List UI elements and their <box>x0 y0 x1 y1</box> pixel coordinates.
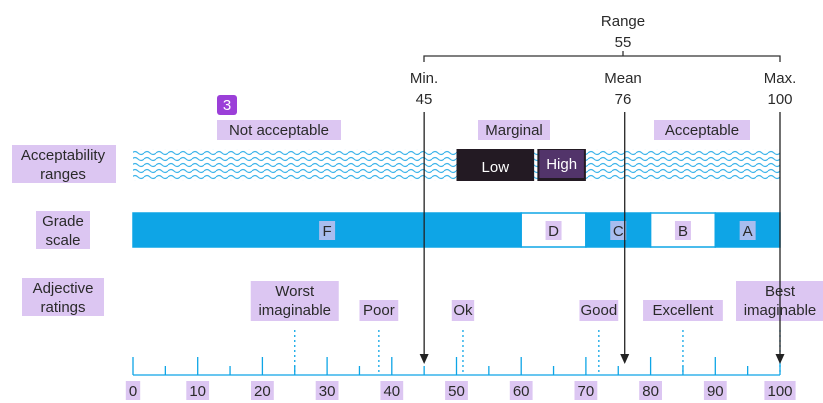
axis-tick-label: 30 <box>319 383 336 400</box>
high-highlight <box>539 150 584 178</box>
axis: 0 10 20 30 40 50 60 70 80 90 100 <box>125 357 796 400</box>
range-title: Range <box>601 13 645 30</box>
stat-labels: Min. 45 Mean 76 Max. 100 <box>410 70 796 108</box>
axis-label-highlight <box>251 381 274 400</box>
axis-tick-label: 40 <box>383 383 400 400</box>
range-bracket: Range 55 <box>423 13 781 62</box>
not-acceptable-label: Not acceptable <box>229 122 329 139</box>
adjective-label: Excellent <box>653 302 715 319</box>
mean-label: Mean <box>604 70 642 87</box>
axis-tick-label: 70 <box>578 383 595 400</box>
acceptable-label: Acceptable <box>665 122 739 139</box>
badge-box <box>217 95 237 115</box>
adjective-highlight <box>643 300 723 321</box>
adjective-highlight <box>579 300 619 321</box>
axis-label-highlight <box>186 381 210 400</box>
max-marker-arrow <box>775 354 785 364</box>
grade-label-f: F <box>323 223 332 240</box>
acceptability-headers: Not acceptable Marginal Acceptable <box>217 120 750 140</box>
min-value: 45 <box>416 91 433 108</box>
adjective-highlight <box>250 281 339 321</box>
adjective-highlight <box>359 300 399 321</box>
range-bracket-line <box>423 55 781 62</box>
row-labels: Acceptability ranges Grade scale Adjecti… <box>12 145 116 316</box>
acceptability-band: Low High <box>133 149 780 181</box>
adjective-label: Good <box>580 302 617 319</box>
low-label: Low <box>482 159 510 176</box>
axis-tick-label: 10 <box>189 383 206 400</box>
header-highlight <box>217 120 341 140</box>
mean-marker-arrow <box>620 354 630 364</box>
row-label-adjective-1: Adjective <box>33 280 94 297</box>
axis-label-highlight <box>380 381 404 400</box>
row-label-highlight <box>22 278 104 316</box>
max-label: Max. <box>764 70 797 87</box>
header-highlight <box>654 120 750 140</box>
row-label-adjective-2: ratings <box>40 299 85 316</box>
row-label-highlight <box>12 145 116 183</box>
row-label-acceptability-1: Acceptability <box>21 147 106 164</box>
axis-tick-label: 20 <box>254 383 271 400</box>
axis-label-highlight <box>445 381 468 400</box>
axis-tick-label: 80 <box>642 383 659 400</box>
grade-label-highlight <box>319 221 336 240</box>
grade-label-a: A <box>743 223 753 240</box>
stat-markers <box>419 112 785 364</box>
grade-label-c: C <box>613 223 624 240</box>
adjective-label: imaginable <box>258 302 331 319</box>
row-label-acceptability-2: ranges <box>40 166 86 183</box>
axis-tick-label: 60 <box>513 383 530 400</box>
max-value: 100 <box>767 91 792 108</box>
grade-label-highlight <box>739 221 756 240</box>
grade-label-b: B <box>678 223 688 240</box>
low-box <box>456 149 535 181</box>
row-label-grade-2: scale <box>45 232 80 249</box>
high-label: High <box>546 156 577 173</box>
badge-number: 3 <box>223 97 231 114</box>
adjective-highlight <box>451 300 475 321</box>
mean-value: 76 <box>615 91 632 108</box>
row-label-highlight <box>36 211 90 249</box>
axis-tick-label: 0 <box>129 383 137 400</box>
min-label: Min. <box>410 70 438 87</box>
adjective-label: Ok <box>453 302 473 319</box>
min-marker-arrow <box>419 354 429 364</box>
axis-tick-label: 100 <box>767 383 792 400</box>
axis-label-highlight <box>703 381 727 400</box>
row-label-grade-1: Grade <box>42 213 84 230</box>
range-value: 55 <box>615 34 632 51</box>
axis-label-highlight <box>315 381 339 400</box>
header-highlight <box>478 120 550 140</box>
axis-label-highlight <box>639 381 662 400</box>
grade-label-highlight <box>545 221 562 240</box>
adjective-label: Worst <box>275 283 315 300</box>
grade-label-d: D <box>548 223 559 240</box>
grade-label-highlight <box>610 221 627 240</box>
grade-label-highlight <box>674 221 691 240</box>
axis-label-highlight <box>125 381 141 400</box>
marginal-label: Marginal <box>485 122 543 139</box>
axis-tick-label: 90 <box>707 383 724 400</box>
annotation-badge: 3 <box>217 95 237 115</box>
axis-label-highlight <box>764 381 796 400</box>
axis-label-highlight <box>509 381 533 400</box>
adjective-label: Poor <box>363 302 395 319</box>
axis-label-highlight <box>574 381 598 400</box>
axis-tick-label: 50 <box>448 383 465 400</box>
